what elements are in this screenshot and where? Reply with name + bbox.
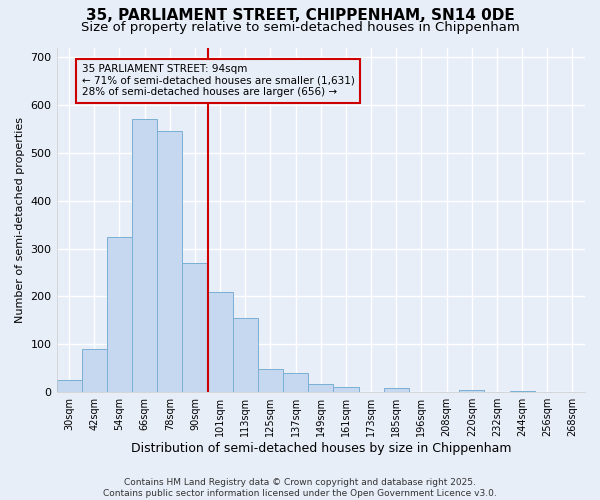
Bar [334,388,359,392]
Bar [82,349,107,392]
X-axis label: Distribution of semi-detached houses by size in Chippenham: Distribution of semi-detached houses by … [131,442,511,455]
Text: Size of property relative to semi-detached houses in Chippenham: Size of property relative to semi-detach… [80,22,520,35]
Bar [258,369,283,392]
Text: 35 PARLIAMENT STREET: 94sqm
← 71% of semi-detached houses are smaller (1,631)
28: 35 PARLIAMENT STREET: 94sqm ← 71% of sem… [82,64,355,98]
Bar [233,318,258,392]
Bar [107,236,132,392]
Bar [283,373,308,392]
Text: 35, PARLIAMENT STREET, CHIPPENHAM, SN14 0DE: 35, PARLIAMENT STREET, CHIPPENHAM, SN14 … [86,8,514,22]
Text: Contains HM Land Registry data © Crown copyright and database right 2025.
Contai: Contains HM Land Registry data © Crown c… [103,478,497,498]
Bar [132,120,157,392]
Bar [157,132,182,392]
Bar [208,292,233,392]
Bar [182,263,208,392]
Bar [308,384,334,392]
Bar [383,388,409,392]
Bar [459,390,484,392]
Y-axis label: Number of semi-detached properties: Number of semi-detached properties [15,117,25,323]
Bar [56,380,82,392]
